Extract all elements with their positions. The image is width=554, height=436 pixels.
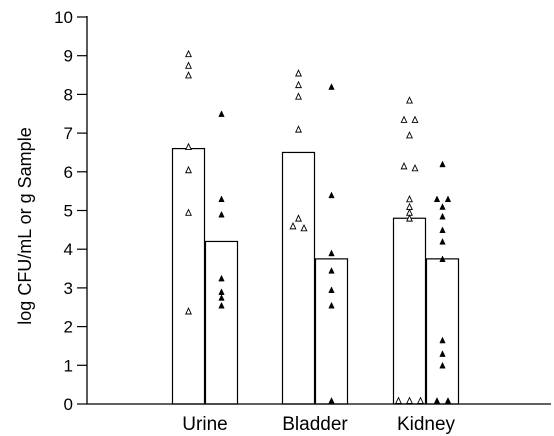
- data-point-urine-series-1: [185, 61, 192, 69]
- data-point-bladder-series-1: [289, 222, 297, 230]
- data-point-kidney-series-1: [406, 214, 413, 222]
- data-point-kidney-series-1: [411, 115, 419, 123]
- data-point-kidney-series-2: [433, 195, 441, 203]
- bar-urine-series-2: [204, 240, 239, 405]
- data-point-urine-series-2: [218, 110, 225, 117]
- y-tick-label: 6: [64, 163, 73, 182]
- data-point-kidney-series-1: [406, 96, 413, 104]
- data-point-bladder-series-2: [328, 249, 335, 257]
- data-point-bladder-series-2: [328, 301, 335, 309]
- data-point-kidney-series-2: [439, 226, 446, 233]
- x-category-label-kidney: Kidney: [397, 414, 456, 435]
- data-point-urine-series-2: [218, 301, 225, 309]
- y-tick-label: 7: [64, 124, 73, 143]
- data-point-urine-series-1: [185, 71, 192, 79]
- data-point-kidney-series-2: [439, 203, 446, 210]
- data-point-kidney-series-1: [400, 115, 408, 123]
- data-point-urine-series-2: [218, 274, 225, 282]
- data-point-bladder-series-2: [328, 267, 335, 274]
- data-point-kidney-series-2: [439, 350, 446, 357]
- axes-layer: [77, 16, 551, 405]
- data-point-kidney-series-2: [439, 361, 446, 369]
- y-axis-label: log CFU/mL or g Sample: [15, 127, 35, 324]
- x-category-label-urine: Urine: [182, 414, 227, 435]
- data-point-bladder-series-1: [300, 223, 308, 232]
- data-point-kidney-series-1: [406, 194, 413, 203]
- bar-bladder-series-1: [281, 151, 316, 405]
- data-point-urine-series-1: [185, 49, 192, 58]
- data-point-kidney-series-1: [400, 162, 408, 170]
- bar-bladder-series-2: [314, 258, 349, 405]
- x-category-label-bladder: Bladder: [282, 414, 348, 435]
- data-point-kidney-series-2: [444, 195, 452, 203]
- data-point-bladder-series-1: [295, 69, 302, 77]
- y-tick-label: 2: [64, 318, 73, 337]
- data-point-kidney-series-2: [439, 237, 446, 245]
- data-point-kidney-series-2: [439, 212, 446, 220]
- data-point-urine-series-2: [218, 195, 225, 203]
- bars-layer: [171, 147, 460, 405]
- data-point-urine-series-1: [185, 307, 192, 315]
- data-point-urine-series-2: [218, 210, 225, 218]
- data-point-urine-series-1: [185, 208, 192, 216]
- data-point-bladder-series-1: [295, 214, 302, 222]
- y-tick-label: 1: [64, 356, 73, 375]
- data-point-kidney-series-1: [406, 131, 413, 139]
- bar-kidney-series-1: [392, 217, 427, 405]
- data-point-bladder-series-1: [295, 80, 302, 89]
- data-point-urine-series-2: [218, 294, 225, 301]
- y-tick-label: 0: [64, 395, 73, 414]
- data-point-kidney-series-2: [439, 160, 446, 168]
- data-point-bladder-series-2: [328, 191, 335, 199]
- data-point-kidney-series-2: [439, 336, 446, 344]
- data-point-urine-series-1: [185, 165, 192, 174]
- y-tick-label: 3: [64, 279, 73, 298]
- data-point-kidney-series-1: [411, 163, 419, 172]
- data-point-bladder-series-2: [328, 286, 335, 293]
- data-point-bladder-series-1: [295, 125, 302, 133]
- y-tick-label: 4: [64, 240, 73, 259]
- y-tick-label: 5: [64, 202, 73, 221]
- data-point-urine-series-1: [185, 142, 192, 150]
- labels-layer: log CFU/mL or g Sample 0 1 2 3 4 5 6 7 8 9 10 Urine…: [15, 8, 456, 435]
- y-tick-label: 8: [64, 85, 73, 104]
- y-tick-label: 10: [54, 8, 73, 27]
- bar-kidney-series-2: [425, 258, 460, 405]
- data-point-bladder-series-2: [328, 83, 335, 90]
- points-layer: [185, 49, 452, 404]
- data-point-kidney-series-2: [439, 255, 446, 263]
- y-tick-label: 9: [64, 47, 73, 66]
- data-point-bladder-series-1: [295, 92, 302, 100]
- bar-urine-series-1: [171, 147, 206, 405]
